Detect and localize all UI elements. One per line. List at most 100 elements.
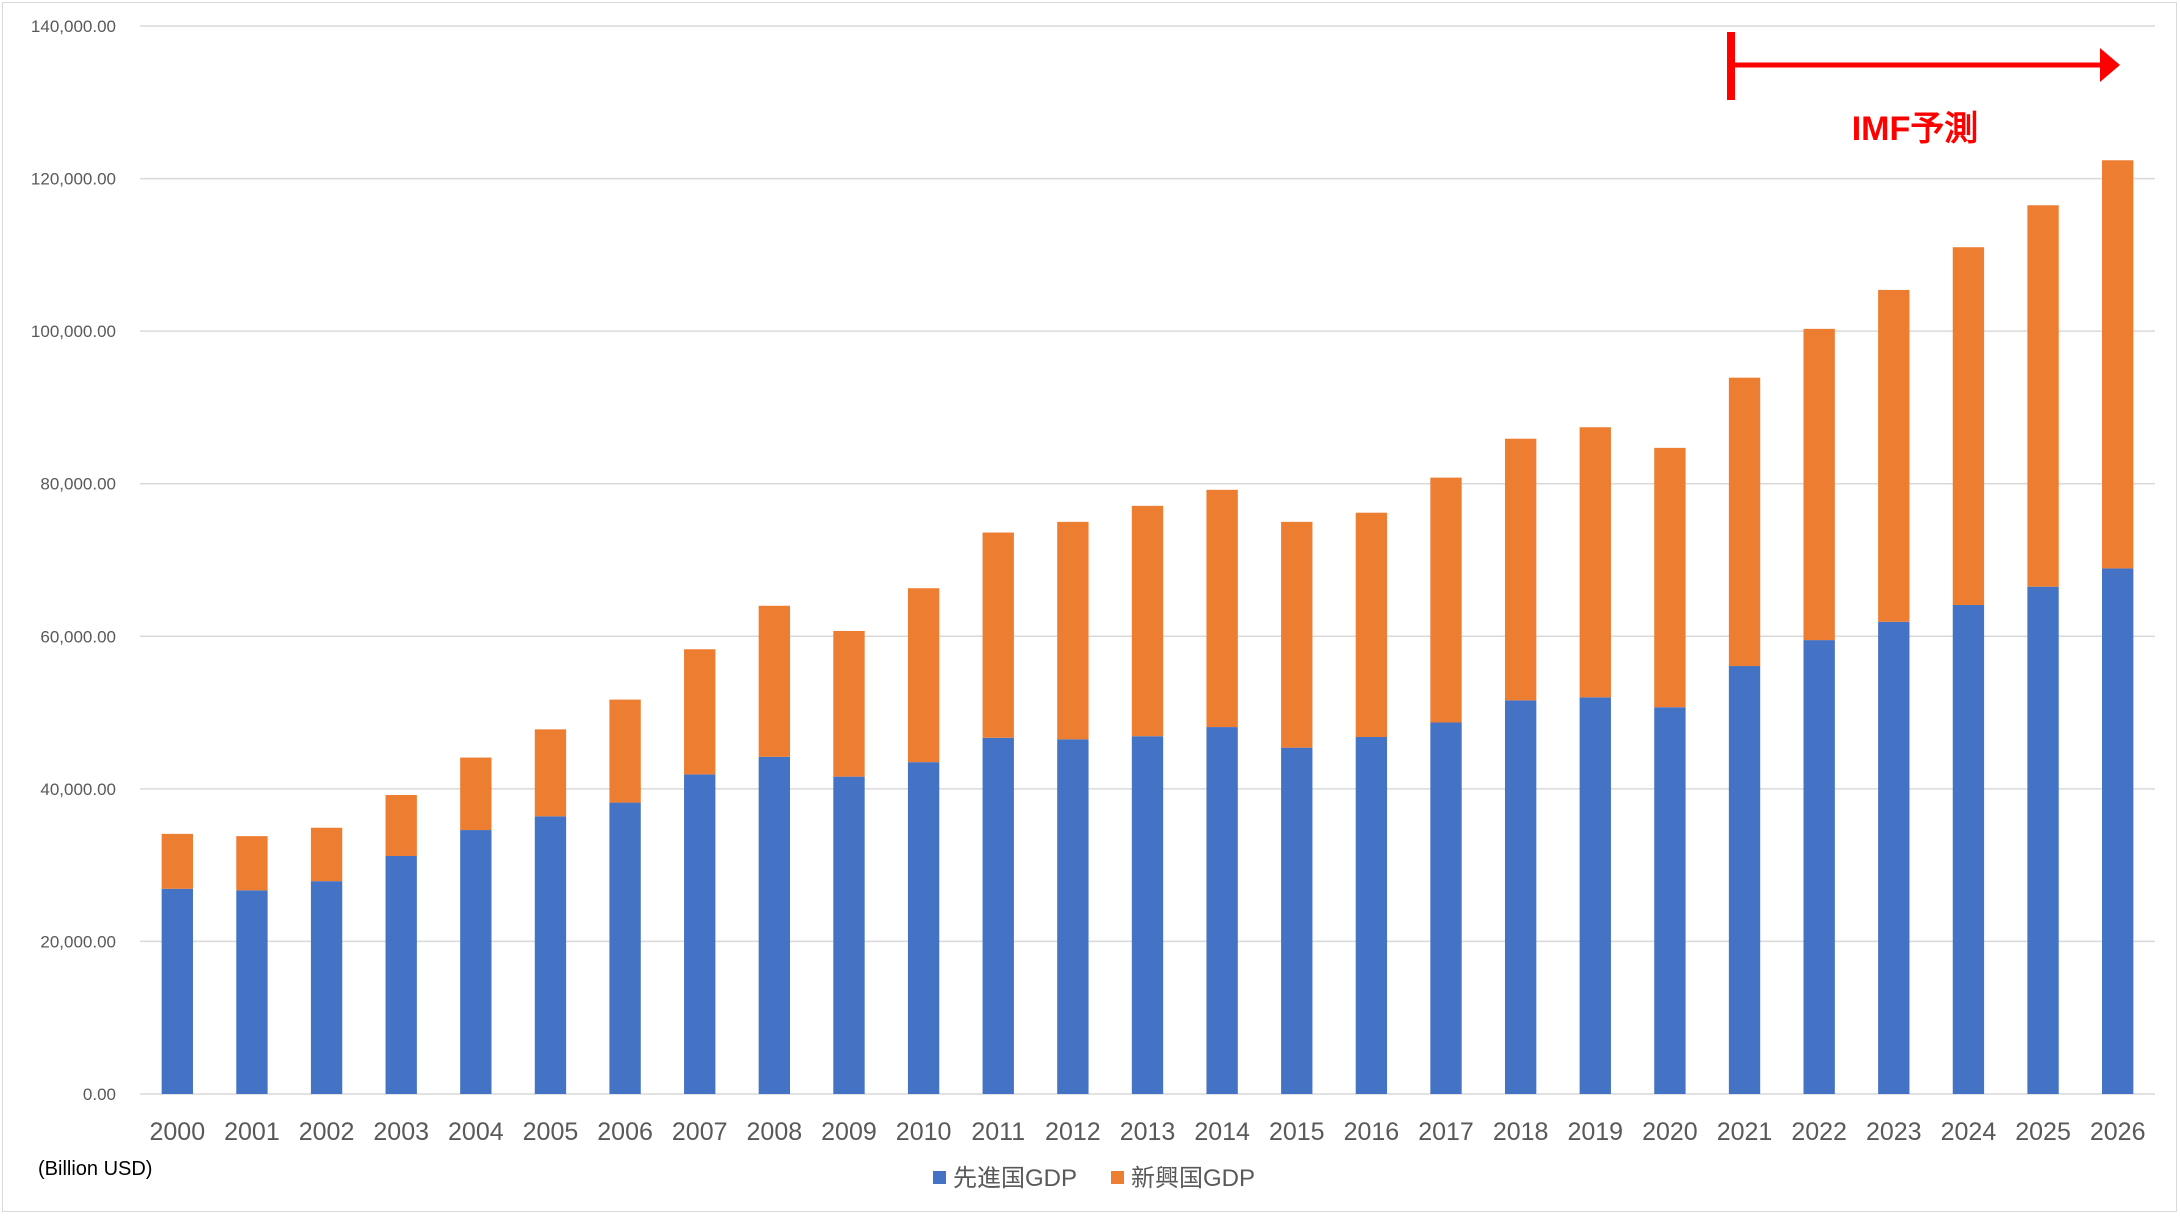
bar-developed-gdp [1131, 736, 1164, 1094]
x-tick-label: 2006 [597, 1118, 653, 1146]
y-tick-label: 140,000.00 [31, 17, 116, 36]
bar-developed-gdp [1654, 707, 1686, 1094]
x-tick-label: 2023 [1866, 1118, 1922, 1146]
bar-emerging-gdp [161, 833, 193, 889]
bar-emerging-gdp [310, 827, 343, 882]
y-tick-label: 120,000.00 [31, 170, 116, 189]
legend-swatch-emerging [1111, 1171, 1124, 1184]
x-tick-label: 2017 [1418, 1118, 1474, 1146]
y-tick-label: 0.00 [83, 1085, 116, 1104]
x-tick-label: 2013 [1120, 1118, 1176, 1146]
x-tick-label: 2003 [373, 1118, 429, 1146]
x-tick-label: 2002 [299, 1118, 355, 1146]
x-tick-label: 2015 [1269, 1118, 1325, 1146]
y-tick-label: 40,000.00 [40, 780, 116, 799]
bar-emerging-gdp [684, 649, 716, 775]
legend-item-emerging: 新興国GDP [1111, 1165, 1255, 1192]
unit-label: (Billion USD) [38, 1158, 152, 1180]
bar-developed-gdp [1952, 605, 1985, 1094]
legend-item-developed: 先進国GDP [933, 1165, 1077, 1192]
bar-developed-gdp [1355, 736, 1388, 1094]
x-axis-ticks: 2000 2001 2002 2003 2004 2005 2006 2007 2008 2009… [150, 1118, 2146, 1146]
bar-developed-gdp [1281, 747, 1313, 1094]
legend-swatch-developed [933, 1171, 946, 1184]
x-tick-label: 2001 [224, 1118, 280, 1146]
bar-developed-gdp [236, 890, 268, 1094]
x-tick-label: 2016 [1344, 1118, 1400, 1146]
bar-developed-gdp [460, 830, 492, 1094]
bar-emerging-gdp [1803, 328, 1835, 641]
bar-emerging-gdp [1878, 289, 1910, 622]
bar-emerging-gdp [1206, 489, 1238, 728]
x-tick-label: 2025 [2015, 1118, 2071, 1146]
forecast-arrow-head [2100, 48, 2120, 82]
legend-label-emerging: 新興国GDP [1131, 1165, 1255, 1192]
x-tick-label: 2026 [2090, 1118, 2146, 1146]
bar-developed-gdp [833, 776, 865, 1094]
bar-emerging-gdp [534, 729, 567, 817]
x-tick-label: 2008 [747, 1118, 803, 1146]
bar-emerging-gdp [1504, 438, 1537, 701]
x-tick-label: 2022 [1791, 1118, 1847, 1146]
x-tick-label: 2011 [971, 1118, 1025, 1146]
bar-developed-gdp [2027, 586, 2059, 1094]
bar-emerging-gdp [1355, 512, 1388, 737]
bar-emerging-gdp [2027, 205, 2059, 587]
bar-emerging-gdp [1057, 521, 1089, 740]
bar-emerging-gdp [1281, 521, 1313, 748]
bar-developed-gdp [1057, 739, 1089, 1094]
bar-developed-gdp [684, 774, 716, 1094]
bars [161, 160, 2134, 1094]
bar-emerging-gdp [1654, 447, 1686, 708]
y-tick-label: 80,000.00 [40, 475, 116, 494]
bar-emerging-gdp [236, 836, 268, 891]
x-tick-label: 2000 [150, 1118, 206, 1146]
bar-developed-gdp [2102, 568, 2134, 1094]
bar-emerging-gdp [833, 630, 865, 777]
bar-emerging-gdp [2102, 160, 2134, 569]
bar-developed-gdp [1430, 722, 1462, 1094]
bar-emerging-gdp [385, 794, 417, 856]
bar-emerging-gdp [1579, 427, 1611, 698]
bar-emerging-gdp [907, 588, 940, 763]
x-tick-label: 2021 [1717, 1118, 1773, 1146]
bar-developed-gdp [1728, 666, 1761, 1094]
bar-developed-gdp [534, 816, 567, 1094]
bar-developed-gdp [385, 855, 417, 1094]
bar-developed-gdp [1504, 700, 1537, 1094]
x-tick-label: 2007 [672, 1118, 728, 1146]
bar-emerging-gdp [1728, 377, 1761, 667]
bar-developed-gdp [1878, 621, 1910, 1094]
bar-developed-gdp [1579, 697, 1611, 1094]
y-tick-label: 100,000.00 [31, 322, 116, 341]
x-tick-label: 2020 [1642, 1118, 1698, 1146]
bar-emerging-gdp [1131, 505, 1164, 737]
bar-developed-gdp [758, 756, 791, 1094]
bar-developed-gdp [1803, 640, 1835, 1094]
bar-emerging-gdp [1952, 247, 1985, 606]
bar-emerging-gdp [1430, 477, 1462, 723]
x-tick-label: 2012 [1045, 1118, 1101, 1146]
bar-emerging-gdp [758, 605, 791, 757]
x-tick-label: 2018 [1493, 1118, 1549, 1146]
bar-developed-gdp [1206, 727, 1238, 1094]
x-tick-label: 2004 [448, 1118, 504, 1146]
x-tick-label: 2019 [1567, 1118, 1623, 1146]
x-tick-label: 2009 [821, 1118, 877, 1146]
bar-emerging-gdp [609, 699, 641, 803]
bar-emerging-gdp [460, 757, 492, 831]
legend-label-developed: 先進国GDP [953, 1165, 1077, 1192]
bar-developed-gdp [161, 888, 193, 1094]
y-tick-label: 60,000.00 [40, 627, 116, 646]
legend: 先進国GDP 新興国GDP [933, 1165, 1255, 1192]
bar-developed-gdp [609, 802, 641, 1094]
x-tick-label: 2014 [1194, 1118, 1250, 1146]
y-axis-ticks: 0.00 20,000.00 40,000.00 60,000.00 80,000.00… [31, 17, 116, 1104]
x-tick-label: 2005 [523, 1118, 579, 1146]
x-tick-label: 2024 [1941, 1118, 1997, 1146]
y-tick-label: 20,000.00 [40, 932, 116, 951]
x-tick-label: 2010 [896, 1118, 952, 1146]
forecast-label: IMF予測 [1852, 110, 1979, 148]
bar-emerging-gdp [982, 532, 1014, 738]
